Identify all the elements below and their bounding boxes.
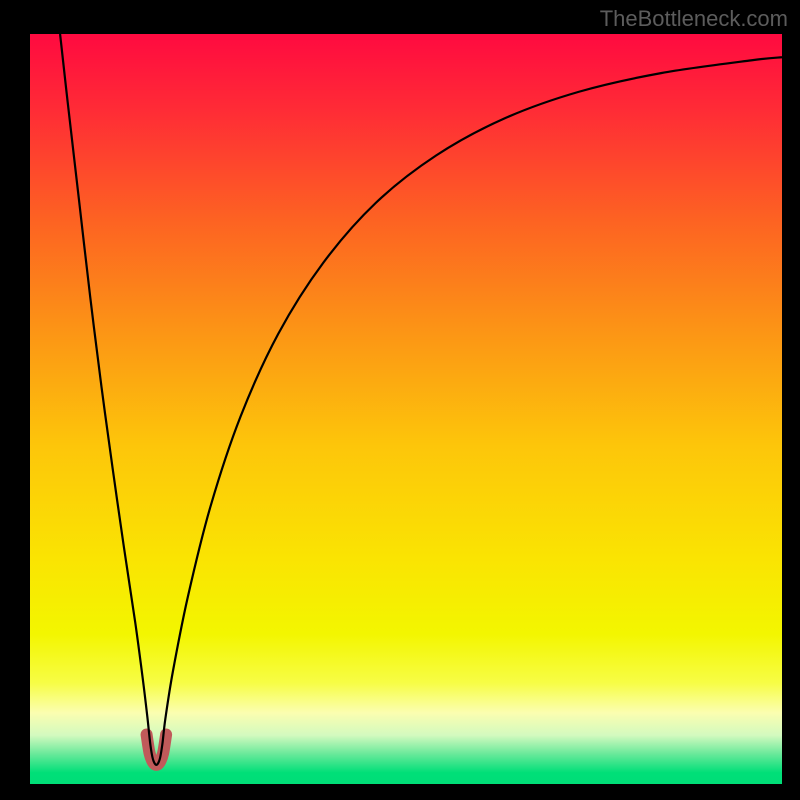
chart-container: TheBottleneck.com — [0, 0, 800, 800]
plot-area — [30, 34, 782, 784]
curve-overlay — [30, 34, 782, 784]
bottleneck-curve — [60, 34, 782, 765]
watermark-text: TheBottleneck.com — [600, 6, 788, 32]
